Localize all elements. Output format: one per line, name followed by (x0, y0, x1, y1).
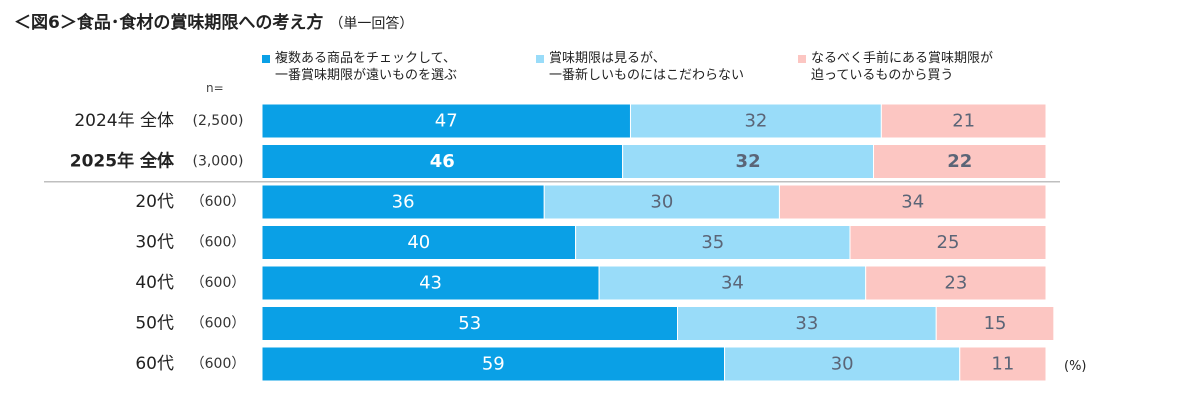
unit-label: (%) (1064, 359, 1087, 374)
data-label: 47 (435, 111, 458, 132)
sample-size-label: （600） (191, 316, 246, 332)
data-label: 53 (458, 313, 481, 334)
bar-segment (622, 144, 875, 179)
category-label: 30代 (135, 233, 174, 253)
sample-size-label: （600） (191, 235, 246, 251)
bar-segment (677, 306, 937, 341)
sample-size-label: （600） (191, 275, 246, 291)
data-label: 34 (721, 273, 744, 294)
bar-segment (261, 184, 545, 220)
category-label: 2024年 全体 (74, 111, 174, 131)
category-label: 60代 (135, 354, 174, 374)
bar-segment (575, 225, 851, 260)
data-label: 21 (952, 111, 975, 132)
legend-label-series2: 賞味期限は見るが、 一番新しいものにはこだわらない (549, 51, 745, 83)
category-label: 40代 (135, 273, 174, 293)
data-label: 59 (482, 354, 505, 375)
data-label: 46 (430, 151, 455, 172)
data-label: 32 (736, 151, 761, 172)
legend-swatch-series2 (536, 55, 544, 63)
chart-title-text: ＜図6＞食品･食材の賞味期限への考え方 (14, 13, 324, 33)
data-label: 33 (795, 313, 818, 334)
data-label: 11 (991, 354, 1014, 375)
chart-subtitle: （単一回答） (329, 16, 414, 32)
data-label: 30 (831, 354, 854, 375)
category-label: 2025年 全体 (70, 151, 175, 172)
bar-segment (261, 144, 624, 179)
sample-size-label: （600） (191, 356, 246, 372)
bar-segment (261, 306, 679, 341)
legend-swatch-series3 (798, 55, 806, 63)
data-label: 40 (407, 232, 430, 253)
sample-size-label: （600） (191, 194, 246, 210)
sample-size-label: (2,500) (192, 113, 243, 129)
bar-segment (261, 346, 726, 382)
bar-segment (543, 184, 780, 220)
bar-segment (849, 225, 1047, 260)
data-label: 34 (901, 192, 924, 213)
data-label: 35 (701, 232, 724, 253)
bar-segment (959, 346, 1047, 382)
bar-segment (873, 144, 1047, 179)
category-label: 20代 (135, 192, 174, 212)
legend-item-no-preference: 賞味期限は見るが、 一番新しいものにはこだわらない (536, 50, 744, 84)
bar-segment (935, 306, 1055, 341)
bar-segment (880, 103, 1047, 139)
legend-label-series1: 複数ある商品をチェックして、 一番賞味期限が遠いものを選ぶ (275, 51, 458, 83)
data-label: 30 (650, 192, 673, 213)
legend-item-buy-nearest: なるべく手前にある賞味期限が 迫っているものから買う (798, 50, 993, 84)
legend-item-choose-farthest: 複数ある商品をチェックして、 一番賞味期限が遠いものを選ぶ (262, 50, 457, 84)
data-label: 43 (419, 273, 442, 294)
n-label: n= (206, 81, 224, 95)
category-label: 50代 (135, 314, 174, 334)
chart-title: ＜図6＞食品･食材の賞味期限への考え方 （単一回答） (14, 8, 413, 33)
bar-segment (865, 265, 1047, 301)
data-label: 15 (984, 313, 1007, 334)
data-label: 23 (944, 273, 967, 294)
bar-segment (261, 225, 577, 260)
bar-segment (778, 184, 1047, 220)
data-label: 25 (937, 232, 960, 253)
data-label: 22 (947, 151, 972, 172)
legend-label-series3: なるべく手前にある賞味期限が 迫っているものから買う (811, 51, 994, 83)
legend-swatch-series1 (262, 55, 270, 63)
sample-size-label: (3,000) (192, 154, 243, 170)
bar-segment (629, 103, 882, 139)
bar-segment (261, 103, 631, 139)
data-label: 32 (744, 111, 767, 132)
data-label: 36 (392, 192, 415, 213)
